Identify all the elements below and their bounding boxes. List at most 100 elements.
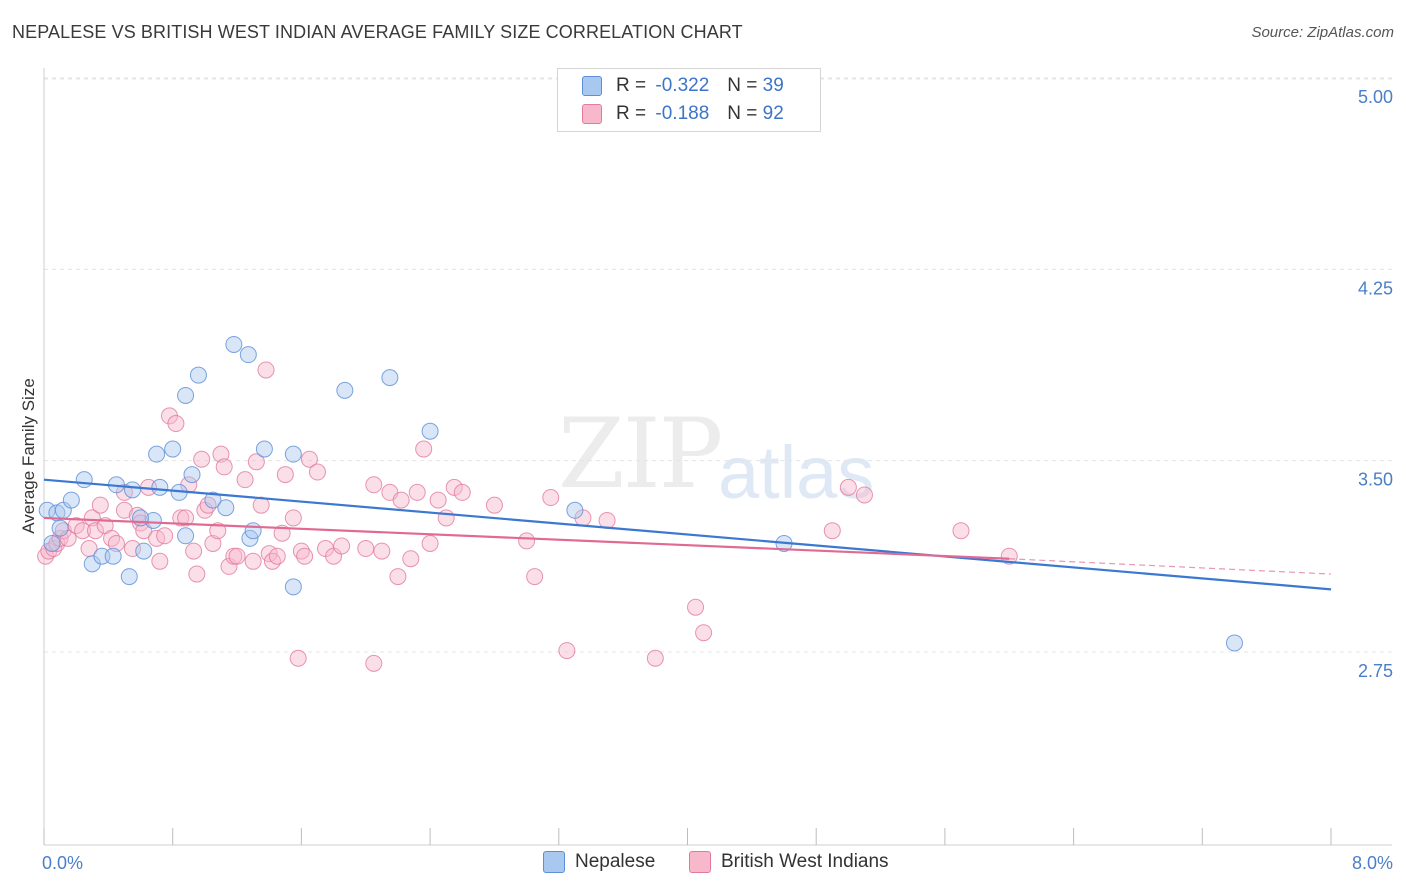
british-west-indian-point: [437, 509, 455, 527]
nepalese-point: [217, 499, 235, 517]
nepalese-point: [177, 527, 195, 545]
british-west-indian-point: [526, 568, 544, 586]
legend-swatch-nepalese: [582, 76, 602, 96]
legend-r-label: R =: [616, 75, 647, 96]
nepalese-point: [225, 335, 243, 353]
british-west-indian-point: [212, 445, 230, 463]
british-west-indian-point: [823, 522, 841, 540]
nepalese-point: [381, 369, 399, 387]
british-west-indian-point: [276, 466, 294, 484]
legend-n-label: N =: [727, 75, 758, 96]
legend-row-british-west-indians: R = -0.188 N = 92: [582, 101, 784, 127]
british-west-indian-point: [646, 649, 664, 667]
nepalese-point: [204, 491, 222, 509]
british-west-indian-point: [839, 478, 857, 496]
nepalese-point: [177, 386, 195, 404]
british-west-indian-point: [292, 542, 310, 560]
nepalese-point: [104, 547, 122, 565]
british-west-indian-point: [177, 509, 195, 527]
bottom-legend-swatch-nepalese: [543, 851, 565, 873]
nepalese-point: [336, 381, 354, 399]
nepalese-point: [284, 445, 302, 463]
y-tick-label: 5.00: [1358, 87, 1393, 107]
nepalese-point: [132, 509, 150, 527]
bottom-legend-nepalese: Nepalese: [543, 851, 655, 873]
legend-n-label: N =: [727, 103, 758, 124]
british-west-indian-point: [107, 534, 125, 552]
nepalese-point: [1225, 634, 1243, 652]
nepalese-point: [566, 501, 584, 519]
british-west-indian-point: [74, 522, 92, 540]
nepalese-point: [164, 440, 182, 458]
british-west-indian-point: [296, 547, 314, 565]
british-west-indian-point: [91, 496, 109, 514]
british-west-indian-point: [333, 537, 351, 555]
chart-title: NEPALESE VS BRITISH WEST INDIAN AVERAGE …: [12, 22, 743, 42]
british-west-indian-point: [83, 509, 101, 527]
british-west-indian-point: [209, 522, 227, 540]
british-west-indian-point: [1000, 547, 1018, 565]
british-west-indian-point: [365, 654, 383, 672]
y-tick-label: 4.25: [1358, 278, 1393, 298]
nepalese-point: [144, 511, 162, 529]
nepalese-point: [62, 491, 80, 509]
nepalese-point: [43, 534, 61, 552]
british-west-indian-point: [188, 565, 206, 583]
british-west-indian-point: [485, 496, 503, 514]
british-west-indian-point: [357, 540, 375, 558]
source-label: Source: ZipAtlas.com: [1251, 24, 1394, 41]
british-west-indian-point: [115, 501, 133, 519]
legend-n-value: 92: [762, 103, 784, 124]
british-west-indian-point: [268, 547, 286, 565]
british-west-indian-point: [365, 476, 383, 494]
british-west-indian-point: [558, 642, 576, 660]
british-west-indian-point: [244, 552, 262, 570]
british-west-indian-point: [415, 440, 433, 458]
nepalese-point: [421, 422, 439, 440]
legend-row-nepalese: R = -0.322 N = 39: [582, 73, 784, 99]
nepalese-point: [148, 445, 166, 463]
british-west-indian-point: [855, 486, 873, 504]
watermark-atlas: atlas: [718, 431, 875, 514]
y-tick-label: 2.75: [1358, 661, 1393, 681]
correlation-legend: R = -0.322 N = 39 R = -0.188 N = 92: [557, 68, 821, 132]
data-points: [37, 335, 1243, 672]
bottom-legend-label-british-west-indians: British West Indians: [721, 851, 889, 872]
british-west-indian-trend-extension: [1009, 558, 1332, 575]
legend-r-value: -0.188: [655, 103, 710, 124]
british-west-indian-point: [389, 568, 407, 586]
british-west-indian-point: [193, 450, 211, 468]
bottom-legend-label-nepalese: Nepalese: [575, 851, 656, 872]
british-west-indian-point: [156, 527, 174, 545]
british-west-indian-point: [263, 552, 281, 570]
x-ticks: [43, 828, 1332, 845]
british-west-indian-point: [308, 463, 326, 481]
nepalese-point: [244, 522, 262, 540]
british-west-indian-point: [392, 491, 410, 509]
nepalese-point: [151, 478, 169, 496]
nepalese-point: [239, 346, 257, 364]
british-west-indian-point: [284, 509, 302, 527]
british-west-indian-point: [199, 496, 217, 514]
trend-lines: [43, 478, 1332, 591]
british-west-indian-point: [103, 529, 121, 547]
british-west-indian-point: [518, 532, 536, 550]
british-west-indian-point: [445, 478, 463, 496]
watermark-zip: ZIP: [558, 398, 723, 510]
british-west-indian-point: [289, 649, 307, 667]
nepalese-point: [75, 471, 93, 489]
british-west-indian-point: [421, 534, 439, 552]
nepalese-point: [135, 542, 153, 560]
british-west-indian-point: [247, 453, 265, 471]
bottom-legend-british-west-indians: British West Indians: [689, 851, 889, 873]
british-west-indian-point: [257, 361, 275, 379]
legend-r-value: -0.322: [655, 75, 710, 96]
british-west-indian-point: [429, 491, 447, 509]
nepalese-point: [284, 578, 302, 596]
british-west-indian-point: [151, 552, 169, 570]
nepalese-point: [183, 466, 201, 484]
british-west-indian-point: [204, 534, 222, 552]
british-west-indian-point: [402, 550, 420, 568]
british-west-indian-point: [542, 489, 560, 507]
